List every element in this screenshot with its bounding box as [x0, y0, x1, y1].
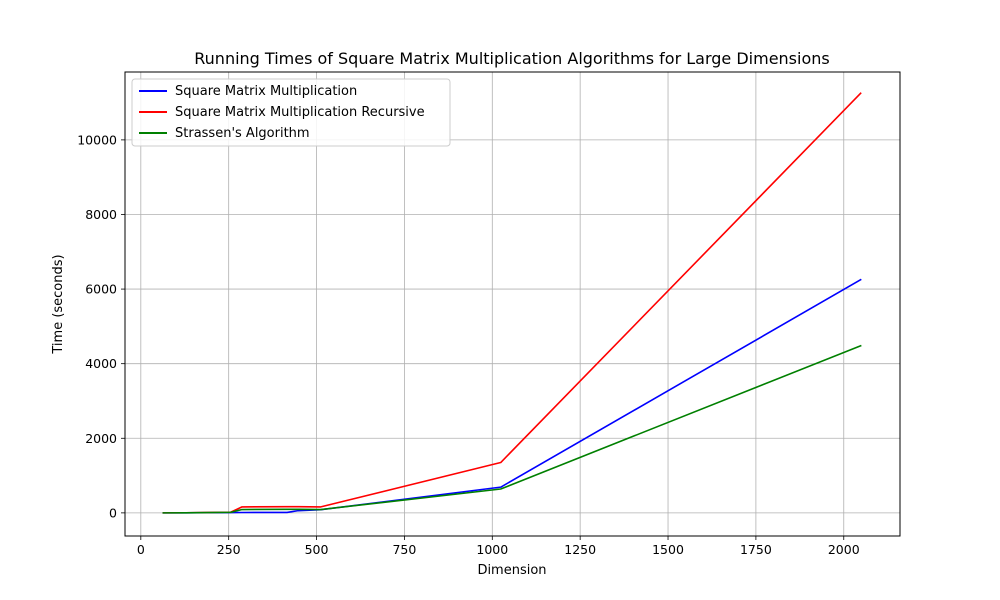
x-tick-label: 0 [137, 542, 145, 557]
x-tick-label: 1250 [564, 542, 596, 557]
legend: Square Matrix Multiplication Square Matr… [131, 78, 451, 147]
x-tick-label: 1750 [740, 542, 772, 557]
y-tick-label: 8000 [85, 207, 117, 222]
y-tick-label: 4000 [85, 356, 117, 371]
x-axis-label: Dimension [477, 563, 546, 578]
legend-label-strassens-algorithm: Strassen's Algorithm [175, 126, 310, 141]
series-layer [162, 92, 862, 514]
y-axis-label: Time (seconds) [51, 254, 66, 354]
x-tick-label: 1500 [652, 542, 684, 557]
legend-label-square-matrix-multiplication-recursive: Square Matrix Multiplication Recursive [175, 105, 425, 120]
legend-label-square-matrix-multiplication: Square Matrix Multiplication [175, 84, 357, 99]
x-tick-label: 750 [392, 542, 416, 557]
x-tick-label: 2000 [828, 542, 860, 557]
ticks: 0 250 500 750 1000 1250 1500 1750 2000 0 2000 4000 6… [77, 132, 859, 557]
y-tick-label: 10000 [77, 132, 117, 147]
chart-title: Running Times of Square Matrix Multiplic… [194, 49, 829, 68]
y-tick-label: 0 [109, 505, 117, 520]
y-tick-label: 6000 [85, 282, 117, 297]
x-tick-label: 500 [305, 542, 329, 557]
grid [125, 72, 900, 536]
x-tick-label: 250 [217, 542, 241, 557]
legend-box [131, 78, 451, 147]
x-tick-label: 1000 [476, 542, 508, 557]
series-line-strassen-s-algorithm [162, 344, 862, 514]
y-tick-label: 2000 [85, 431, 117, 446]
plot-frame [124, 71, 901, 537]
